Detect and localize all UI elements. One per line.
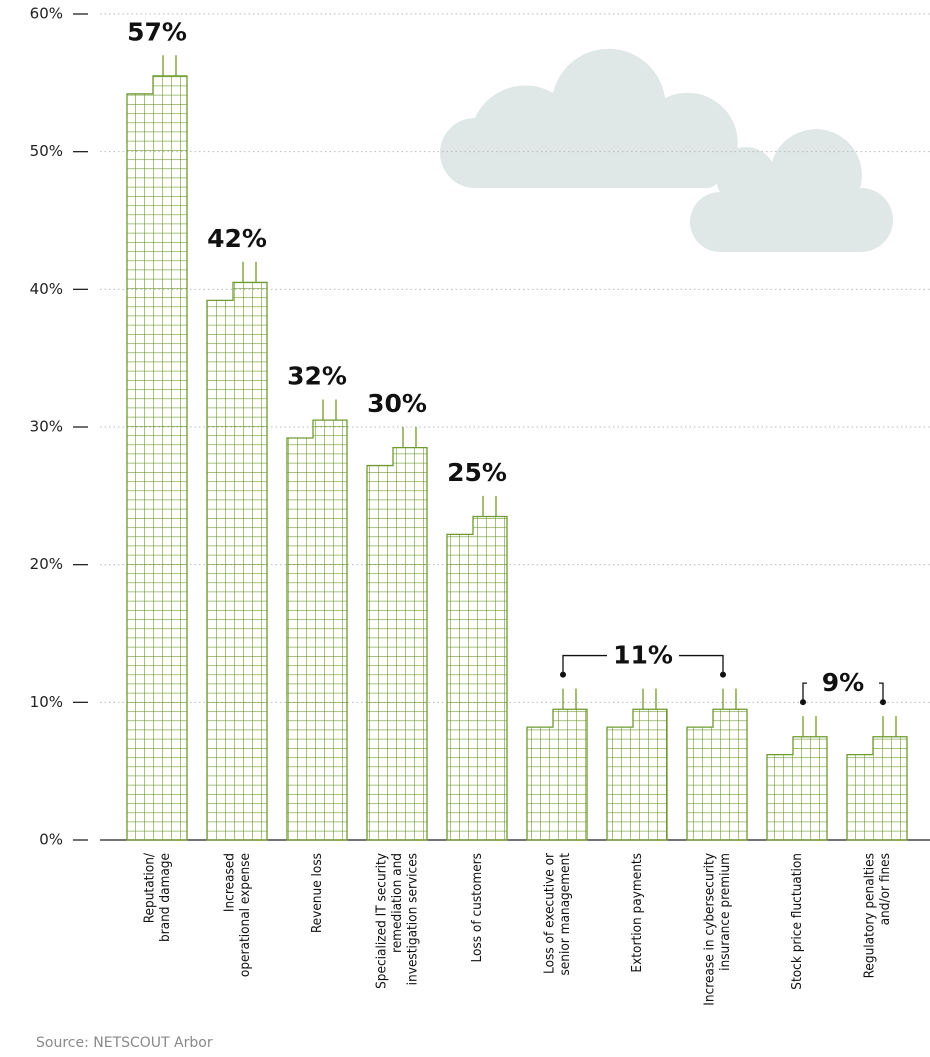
building [766,736,828,841]
x-tick-label: Loss of customers [469,853,485,963]
x-tick-label: insurance premium [717,853,733,971]
x-tick-label: operational expense [237,853,253,977]
y-tick-label: 0% [39,831,63,849]
y-tick-label: 60% [30,5,63,23]
y-tick-label: 30% [30,418,63,436]
building [366,447,428,841]
bracket-dot [800,699,806,706]
building [126,75,188,841]
bar [526,688,588,841]
source: Source: NETSCOUT Arbor [36,1035,213,1051]
antenna [482,495,497,517]
x-tick-label: Loss of executive or [541,853,557,974]
x-tick-label: brand damage [157,853,173,942]
bar [206,261,268,841]
value-label: 9% [822,668,864,697]
antenna [322,399,337,421]
x-tick-label: and/or fines [877,853,893,925]
x-tick-label: Reputation/ [141,852,157,923]
value-label: 25% [447,458,507,487]
value-label: 30% [367,389,427,418]
building [206,281,268,841]
y-tick-label: 40% [30,280,63,298]
bar [766,716,828,841]
building [686,708,748,841]
x-tick-label: Increased [221,853,237,912]
building [526,708,588,841]
bracket-dot [720,671,726,678]
x-tick-label: Extortion payments [629,853,645,973]
bar [606,688,668,841]
y-tick-label: 10% [30,693,63,711]
antenna [242,261,257,283]
bracket [802,682,884,703]
antenna [642,688,657,710]
x-tick-label: investigation services [405,853,421,985]
y-tick-label: 20% [30,555,63,573]
bar [686,688,748,841]
y-tick-label: 50% [30,142,63,160]
x-tick-label: Stock price fluctuation [789,853,805,990]
value-label: 57% [127,17,187,46]
bracket-dot [560,671,566,678]
x-tick-label: Regulatory penalties [861,853,877,978]
antenna [802,716,817,737]
x-tick-label: Increase in cybersecurity [701,853,717,1006]
antenna [402,427,417,448]
value-label: 11% [613,641,673,670]
building [446,515,508,841]
x-tick-label: remediation and [389,853,405,953]
bar [446,495,508,841]
antenna [882,716,897,737]
x-tick-label: senior management [557,853,573,976]
building [286,419,348,841]
value-label: 32% [287,361,347,390]
bar [846,716,908,841]
antenna [722,688,737,710]
building [846,736,908,841]
building [606,708,668,841]
value-label: 42% [207,224,267,253]
bracket-dot [880,699,886,706]
bar [286,399,348,841]
clouds [440,48,894,252]
antenna [562,688,577,710]
bracket [562,654,724,675]
bar [366,427,428,841]
x-tick-label: Specialized IT security [374,853,390,989]
antenna [162,55,177,76]
bar [126,55,188,841]
x-tick-label: Revenue loss [309,853,325,933]
